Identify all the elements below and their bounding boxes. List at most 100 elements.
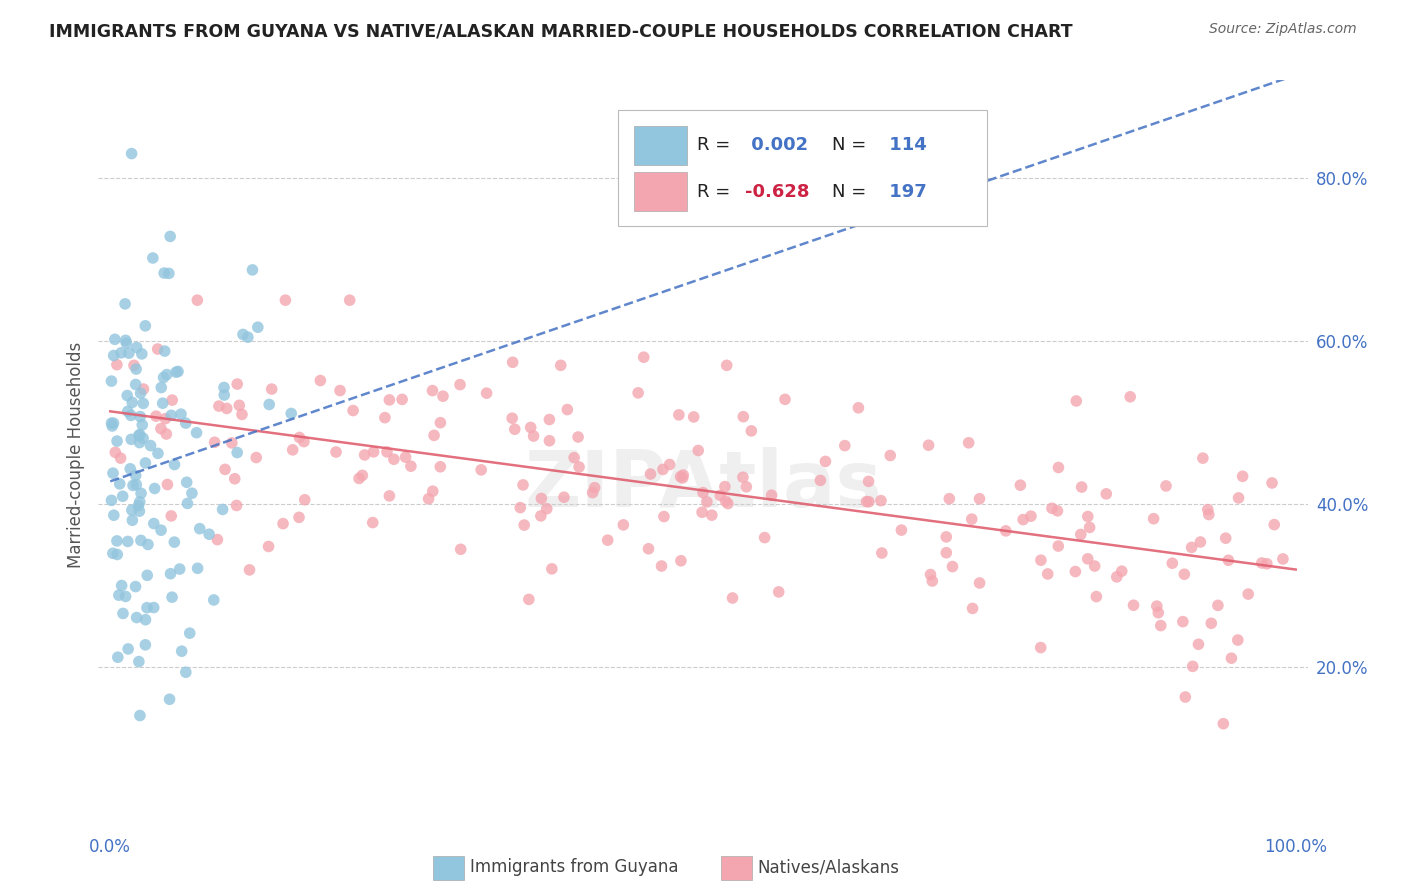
Point [1070,527,1092,541]
Point [374,410,396,425]
Point [103,508,125,523]
Point [633,350,655,364]
Point [232,327,254,342]
Point [1070,480,1092,494]
Point [501,411,523,425]
Point [120,409,142,423]
Point [637,541,659,556]
Point [221,436,243,450]
Point [921,574,943,588]
Point [215,401,238,416]
Point [1105,570,1128,584]
Point [1040,501,1063,516]
Point [1199,616,1222,631]
Point [536,501,558,516]
Point [186,293,208,308]
Point [100,493,122,508]
Point [120,433,142,447]
Point [1085,590,1108,604]
Point [329,384,352,398]
Point [228,398,250,412]
Point [1187,637,1209,651]
Point [103,416,125,430]
Point [1064,394,1087,409]
Point [513,518,536,533]
Point [503,422,526,436]
Point [212,388,235,402]
Point [159,692,181,706]
Point [342,403,364,417]
Point [152,396,174,410]
Point [1146,599,1168,614]
Point [163,535,186,549]
Point [1215,531,1237,545]
Point [502,355,524,369]
Point [640,467,662,481]
Point [111,489,134,503]
Point [128,655,150,669]
Point [132,396,155,410]
Point [159,229,181,244]
Point [110,346,132,360]
Point [281,442,304,457]
Point [1047,460,1070,475]
Text: -0.628: -0.628 [745,183,810,201]
Text: 197: 197 [883,183,927,201]
Point [1227,491,1250,505]
Point [134,318,156,333]
Point [731,470,754,484]
Point [941,559,963,574]
Point [128,428,150,442]
Point [125,610,148,624]
Point [935,530,957,544]
Point [1226,633,1249,648]
Point [848,401,870,415]
Point [117,642,139,657]
Point [118,346,141,360]
Point [101,546,124,560]
FancyBboxPatch shape [634,126,688,165]
Point [149,422,172,436]
Point [280,407,302,421]
Point [152,370,174,384]
Point [1171,615,1194,629]
Point [870,546,893,560]
Point [523,429,546,443]
Point [186,425,208,440]
Point [128,504,150,518]
Point [1111,564,1133,578]
Point [142,600,165,615]
Point [128,435,150,450]
Text: 0.002: 0.002 [745,136,808,154]
Point [509,500,531,515]
Point [136,568,159,582]
Point [1181,659,1204,673]
Point [1173,567,1195,582]
Point [105,434,128,448]
Point [733,409,755,424]
Point [238,563,260,577]
Point [160,508,183,523]
Point [271,516,294,531]
Point [127,499,149,513]
Point [935,546,957,560]
Point [568,460,591,475]
Point [101,466,124,480]
Point [170,407,193,421]
Point [156,368,179,382]
Point [714,480,737,494]
Point [668,408,690,422]
Point [1218,553,1240,567]
Point [150,523,173,537]
Point [124,580,146,594]
Point [132,431,155,445]
Point [1154,479,1177,493]
Point [538,412,561,426]
Point [540,562,562,576]
Text: R =: R = [697,136,735,154]
Point [160,409,183,423]
Point [969,576,991,591]
Point [125,341,148,355]
Point [128,495,150,509]
Point [1095,487,1118,501]
